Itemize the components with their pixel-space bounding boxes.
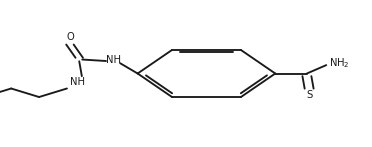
Text: NH: NH [70, 77, 85, 87]
Text: NH$_2$: NH$_2$ [329, 56, 350, 70]
Text: S: S [306, 90, 312, 100]
Text: NH: NH [106, 55, 121, 65]
Text: O: O [66, 32, 74, 42]
